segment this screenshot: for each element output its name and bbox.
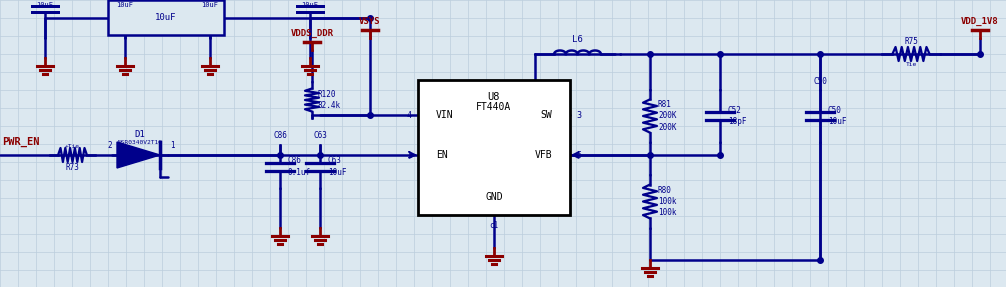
Text: 3: 3 — [576, 110, 581, 119]
Text: R73: R73 — [65, 162, 79, 172]
Text: VIN: VIN — [436, 110, 454, 120]
Text: 1: 1 — [407, 150, 412, 160]
Text: R75: R75 — [904, 38, 917, 46]
Text: FT440A: FT440A — [477, 102, 512, 112]
Text: EN: EN — [436, 150, 448, 160]
Text: PWR_EN: PWR_EN — [2, 137, 39, 147]
Text: GND: GND — [485, 192, 503, 202]
Text: c1: c1 — [489, 221, 499, 230]
Text: C50
10uF: C50 10uF — [828, 106, 846, 126]
Text: Tie: Tie — [905, 62, 916, 67]
Text: U8: U8 — [488, 92, 500, 102]
Text: C63
10uF: C63 10uF — [328, 156, 346, 177]
Text: R81
200K
200K: R81 200K 200K — [658, 100, 676, 132]
Text: 10uF: 10uF — [302, 2, 319, 8]
Polygon shape — [117, 142, 160, 168]
Text: 10uF: 10uF — [117, 2, 134, 8]
Text: C86
0.1uf: C86 0.1uf — [288, 156, 311, 177]
Text: C50: C50 — [813, 77, 827, 86]
Text: R120
82.4k: R120 82.4k — [318, 90, 341, 110]
Text: C86: C86 — [273, 131, 287, 140]
Bar — [108, 0, 224, 35]
Text: VDD_1V8: VDD_1V8 — [961, 17, 999, 26]
Text: 1: 1 — [170, 141, 174, 150]
Text: 10uF: 10uF — [36, 2, 53, 8]
Text: VFB: VFB — [534, 150, 552, 160]
Text: L6: L6 — [572, 35, 582, 44]
Bar — [418, 80, 570, 215]
Text: 4: 4 — [407, 110, 412, 119]
Text: NSR0340V2T1G: NSR0340V2T1G — [118, 140, 163, 145]
Text: 10uF: 10uF — [201, 2, 218, 8]
Text: SW: SW — [540, 110, 552, 120]
Text: 5: 5 — [576, 150, 581, 160]
Text: 2: 2 — [108, 141, 113, 150]
Text: R80
100k
100k: R80 100k 100k — [658, 186, 676, 217]
Text: C63: C63 — [313, 131, 327, 140]
Text: VDDS_DDR: VDDS_DDR — [291, 29, 334, 38]
Text: 10uF: 10uF — [155, 13, 177, 22]
Text: C52
18pF: C52 18pF — [728, 106, 746, 126]
Text: VSYS: VSYS — [359, 17, 380, 26]
Text: +Tie: +Tie — [64, 144, 79, 149]
Text: D1: D1 — [135, 130, 146, 139]
